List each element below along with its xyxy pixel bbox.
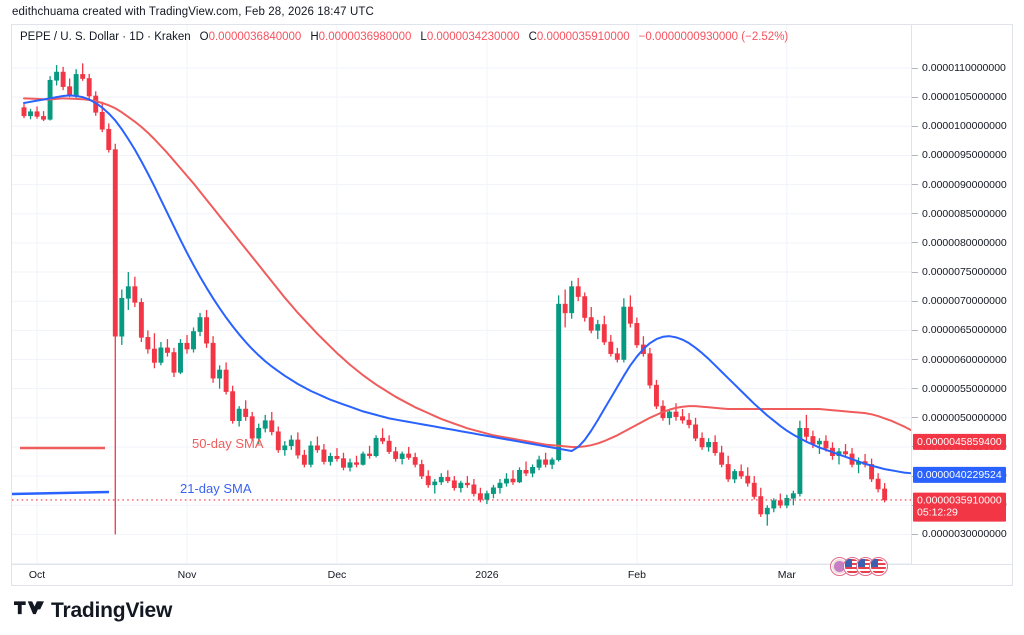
time-axis[interactable]: Oct Nov Dec 2026 Feb Mar xyxy=(12,564,1012,585)
price-axis[interactable]: 0.0000110000000 0.0000105000000 0.00001000… xyxy=(911,25,1012,565)
price-tick-mark xyxy=(912,533,918,535)
plot-area[interactable] xyxy=(12,25,912,565)
price-tick-label: 0.0000055000000 xyxy=(922,382,1007,395)
price-tick-label: 0.0000050000000 xyxy=(922,411,1007,424)
price-tick-label: 0.0000065000000 xyxy=(922,324,1007,337)
time-tick-label: 2026 xyxy=(475,569,499,581)
time-tick-label: Oct xyxy=(28,569,46,581)
price-tick-label: 0.0000110000000 xyxy=(922,62,1006,74)
price-tick-mark xyxy=(912,96,918,98)
last-price-badge-countdown: 05:12:29 xyxy=(917,506,958,519)
sma50-price-badge[interactable]: 0.0000045859400 xyxy=(913,433,1006,451)
price-tick-label: 0.0000085000000 xyxy=(922,207,1007,220)
last-price-badge[interactable]: 0.0000035910000 05:12:29 xyxy=(913,492,1006,522)
time-tick-label: Dec xyxy=(327,569,347,581)
price-tick-mark xyxy=(912,359,918,360)
price-tick-mark xyxy=(912,125,918,127)
tradingview-footer: TradingView xyxy=(14,600,172,621)
time-tick-label: Feb xyxy=(627,569,646,581)
price-tick-label: 0.0000060000000 xyxy=(922,353,1007,366)
sma21-annotation: 21-day SMA xyxy=(180,481,252,496)
price-tick-label: 0.0000100000000 xyxy=(922,120,1007,133)
price-tick-mark xyxy=(912,184,918,186)
price-tick-mark xyxy=(912,67,918,69)
price-tick-mark xyxy=(912,329,918,331)
price-tick-label: 0.0000070000000 xyxy=(922,295,1007,308)
price-tick-label: 0.0000080000000 xyxy=(922,236,1007,249)
price-tick-mark xyxy=(912,388,918,390)
tradingview-wordmark: TradingView xyxy=(51,599,173,622)
price-tick-label: 0.0000105000000 xyxy=(922,91,1007,104)
price-tick-label: 0.0000075000000 xyxy=(922,266,1007,279)
sma50-annotation: 50-day SMA xyxy=(192,436,264,451)
price-tick-mark xyxy=(912,271,918,273)
flag-emoji-icon-3 xyxy=(869,557,888,576)
price-tick-label: 0.0000095000000 xyxy=(922,149,1007,162)
time-tick-label: Nov xyxy=(177,569,197,581)
tradingview-logo-icon xyxy=(14,601,44,615)
price-tick-mark xyxy=(912,417,918,419)
price-tick-mark xyxy=(912,300,918,302)
price-tick-mark xyxy=(912,213,918,215)
attribution-text: edithchuama created with TradingView.com… xyxy=(12,6,374,18)
price-tick-mark xyxy=(912,154,918,156)
price-tick-mark xyxy=(912,242,918,244)
candlestick-plot xyxy=(12,25,912,565)
emoji-badge-cluster xyxy=(830,557,888,576)
sma21-price-badge[interactable]: 0.0000040229524 xyxy=(913,466,1006,483)
chart-frame: PEPE / U. S. Dollar · 1D · Kraken O0.000… xyxy=(11,24,1013,586)
price-tick-label: 0.0000090000000 xyxy=(922,178,1007,191)
time-tick-label: Mar xyxy=(777,569,796,581)
price-tick-label: 0.0000030000000 xyxy=(922,528,1007,541)
